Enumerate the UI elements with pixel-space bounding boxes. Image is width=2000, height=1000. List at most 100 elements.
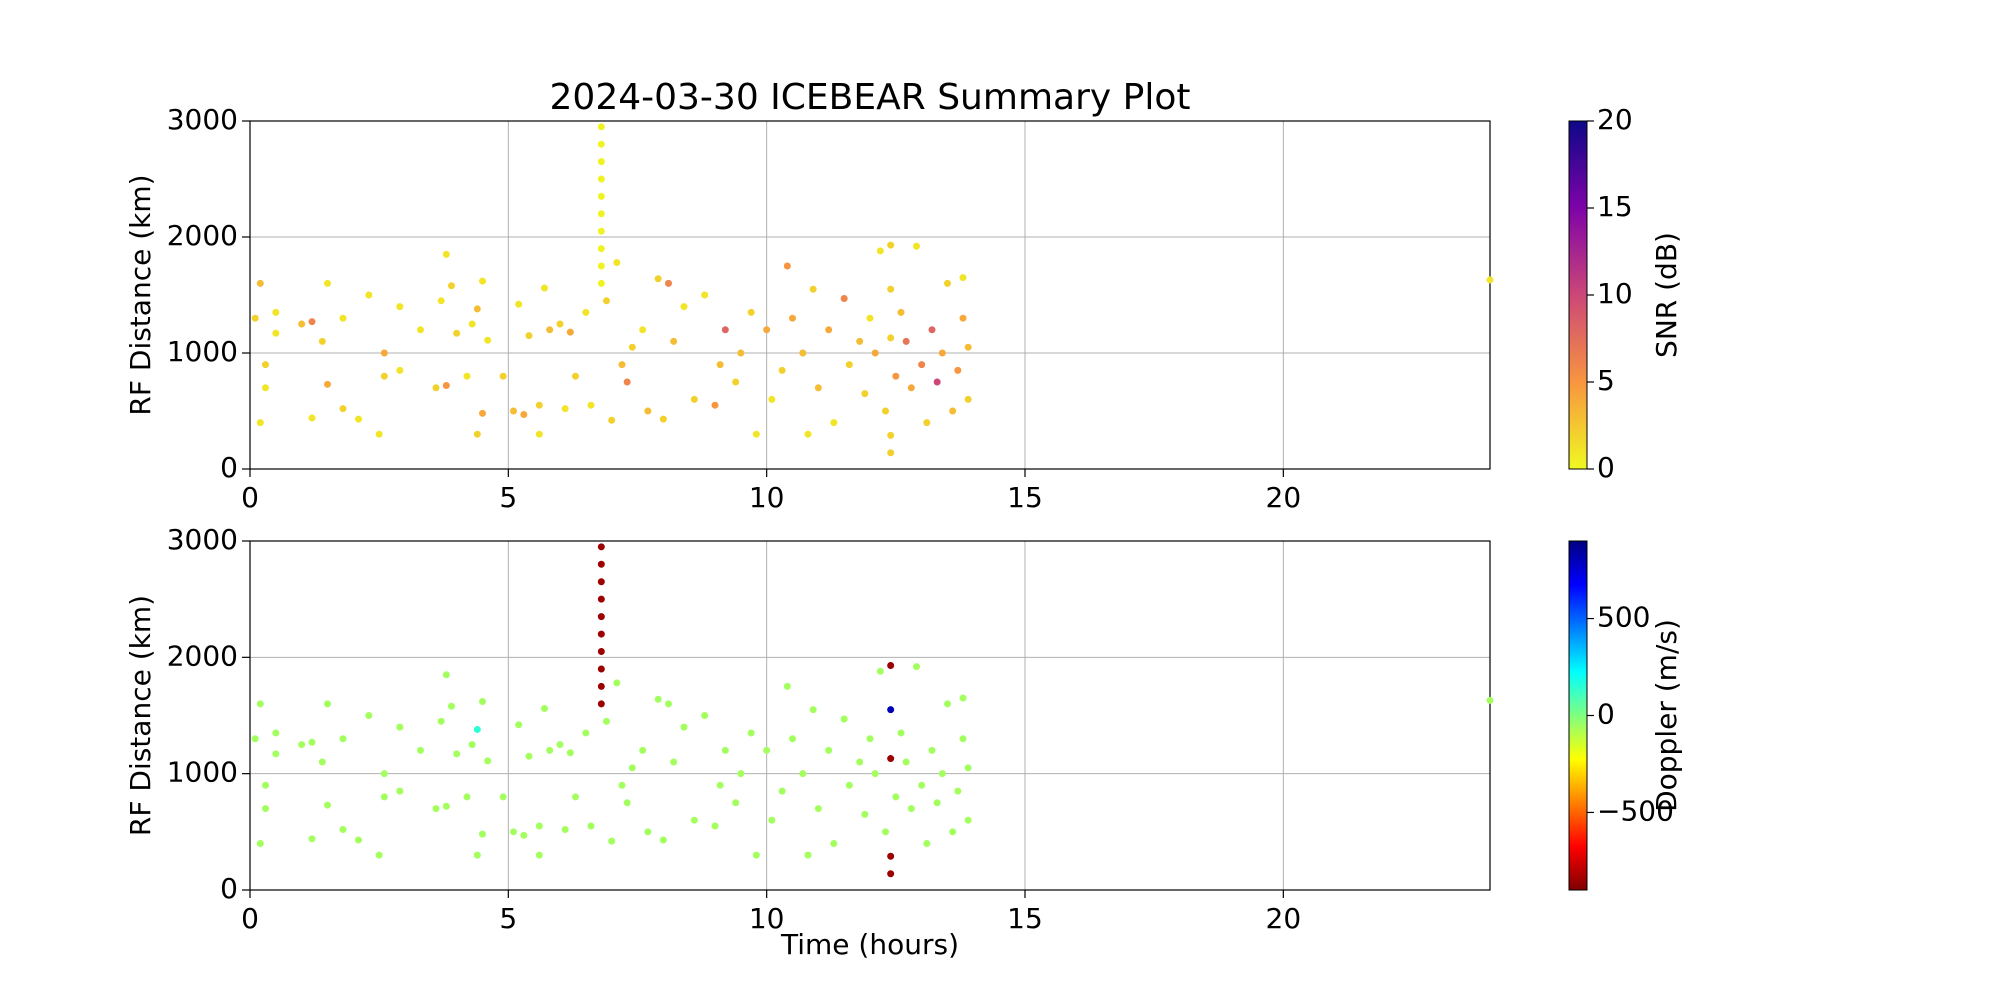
data-point — [484, 336, 492, 344]
colorbar — [1568, 540, 1588, 891]
data-point — [597, 140, 605, 148]
data-point — [825, 746, 833, 754]
y-tick-label: 0 — [220, 872, 238, 905]
data-point — [866, 314, 874, 322]
data-point — [597, 682, 605, 690]
data-point — [473, 305, 481, 313]
data-point — [711, 401, 719, 409]
x-tick-label: 20 — [1266, 481, 1302, 514]
y-tick-label: 3000 — [167, 103, 238, 136]
data-point — [520, 410, 528, 418]
data-point — [928, 746, 936, 754]
data-point — [752, 851, 760, 859]
data-point — [396, 303, 404, 311]
data-point — [887, 661, 895, 669]
data-point — [902, 337, 910, 345]
x-tick-label: 10 — [749, 902, 785, 935]
data-point — [788, 735, 796, 743]
data-point — [608, 416, 616, 424]
data-point — [468, 741, 476, 749]
data-point — [639, 326, 647, 334]
data-point — [887, 449, 895, 457]
data-point — [478, 409, 486, 417]
data-point — [272, 750, 280, 758]
plot-frame — [249, 120, 1491, 470]
data-point — [768, 816, 776, 824]
data-point — [799, 770, 807, 778]
data-point — [540, 284, 548, 292]
data-point — [339, 314, 347, 322]
data-point — [261, 805, 269, 813]
data-point — [716, 361, 724, 369]
data-point — [732, 799, 740, 807]
data-point — [613, 259, 621, 267]
data-point — [308, 835, 316, 843]
data-point — [261, 361, 269, 369]
data-point — [814, 805, 822, 813]
data-point — [639, 746, 647, 754]
data-point — [887, 706, 895, 714]
data-point — [954, 366, 962, 374]
colorbar-tick-label: −500 — [1597, 794, 1674, 827]
data-point — [938, 349, 946, 357]
data-point — [396, 366, 404, 374]
data-point — [354, 836, 362, 844]
data-point — [608, 837, 616, 845]
data-point — [437, 717, 445, 725]
data-point — [597, 279, 605, 287]
colorbar-tick-label: 15 — [1597, 190, 1633, 223]
y-tick-label: 3000 — [167, 523, 238, 556]
data-point — [856, 337, 864, 345]
x-tick-label: 15 — [1007, 481, 1043, 514]
data-point — [515, 300, 523, 308]
data-point — [587, 401, 595, 409]
data-point — [442, 802, 450, 810]
data-point — [680, 303, 688, 311]
data-point — [416, 746, 424, 754]
data-point — [856, 758, 864, 766]
data-point — [546, 326, 554, 334]
data-point — [323, 279, 331, 287]
data-point — [442, 671, 450, 679]
data-point — [881, 828, 889, 836]
colorbar-tick-label: 0 — [1597, 698, 1615, 731]
data-point — [876, 247, 884, 255]
data-point — [928, 326, 936, 334]
colorbar-tick-label: 5 — [1597, 364, 1615, 397]
data-point — [566, 328, 574, 336]
data-point — [380, 793, 388, 801]
data-point — [804, 851, 812, 859]
data-point — [654, 695, 662, 703]
y-tick-label: 0 — [220, 451, 238, 484]
data-point — [597, 192, 605, 200]
plot-frame — [249, 540, 1491, 891]
data-point — [535, 822, 543, 830]
data-point — [763, 326, 771, 334]
data-point — [897, 729, 905, 737]
x-tick-label: 5 — [499, 902, 517, 935]
data-point — [484, 757, 492, 765]
data-point — [804, 430, 812, 438]
data-point — [597, 245, 605, 253]
data-point — [473, 851, 481, 859]
data-point — [582, 308, 590, 316]
x-tick-label: 10 — [749, 481, 785, 514]
data-point — [318, 758, 326, 766]
data-point — [711, 822, 719, 830]
data-point — [323, 380, 331, 388]
data-point — [1486, 276, 1494, 284]
data-point — [861, 810, 869, 818]
colorbar-tick-label: 0 — [1597, 451, 1615, 484]
data-point — [892, 793, 900, 801]
data-point — [473, 725, 481, 733]
data-point — [323, 700, 331, 708]
data-point — [308, 738, 316, 746]
data-point — [298, 741, 306, 749]
data-point — [830, 419, 838, 427]
data-point — [918, 781, 926, 789]
data-point — [628, 343, 636, 351]
data-point — [943, 279, 951, 287]
y-tick-label: 1000 — [167, 335, 238, 368]
data-point — [866, 735, 874, 743]
data-point — [959, 735, 967, 743]
